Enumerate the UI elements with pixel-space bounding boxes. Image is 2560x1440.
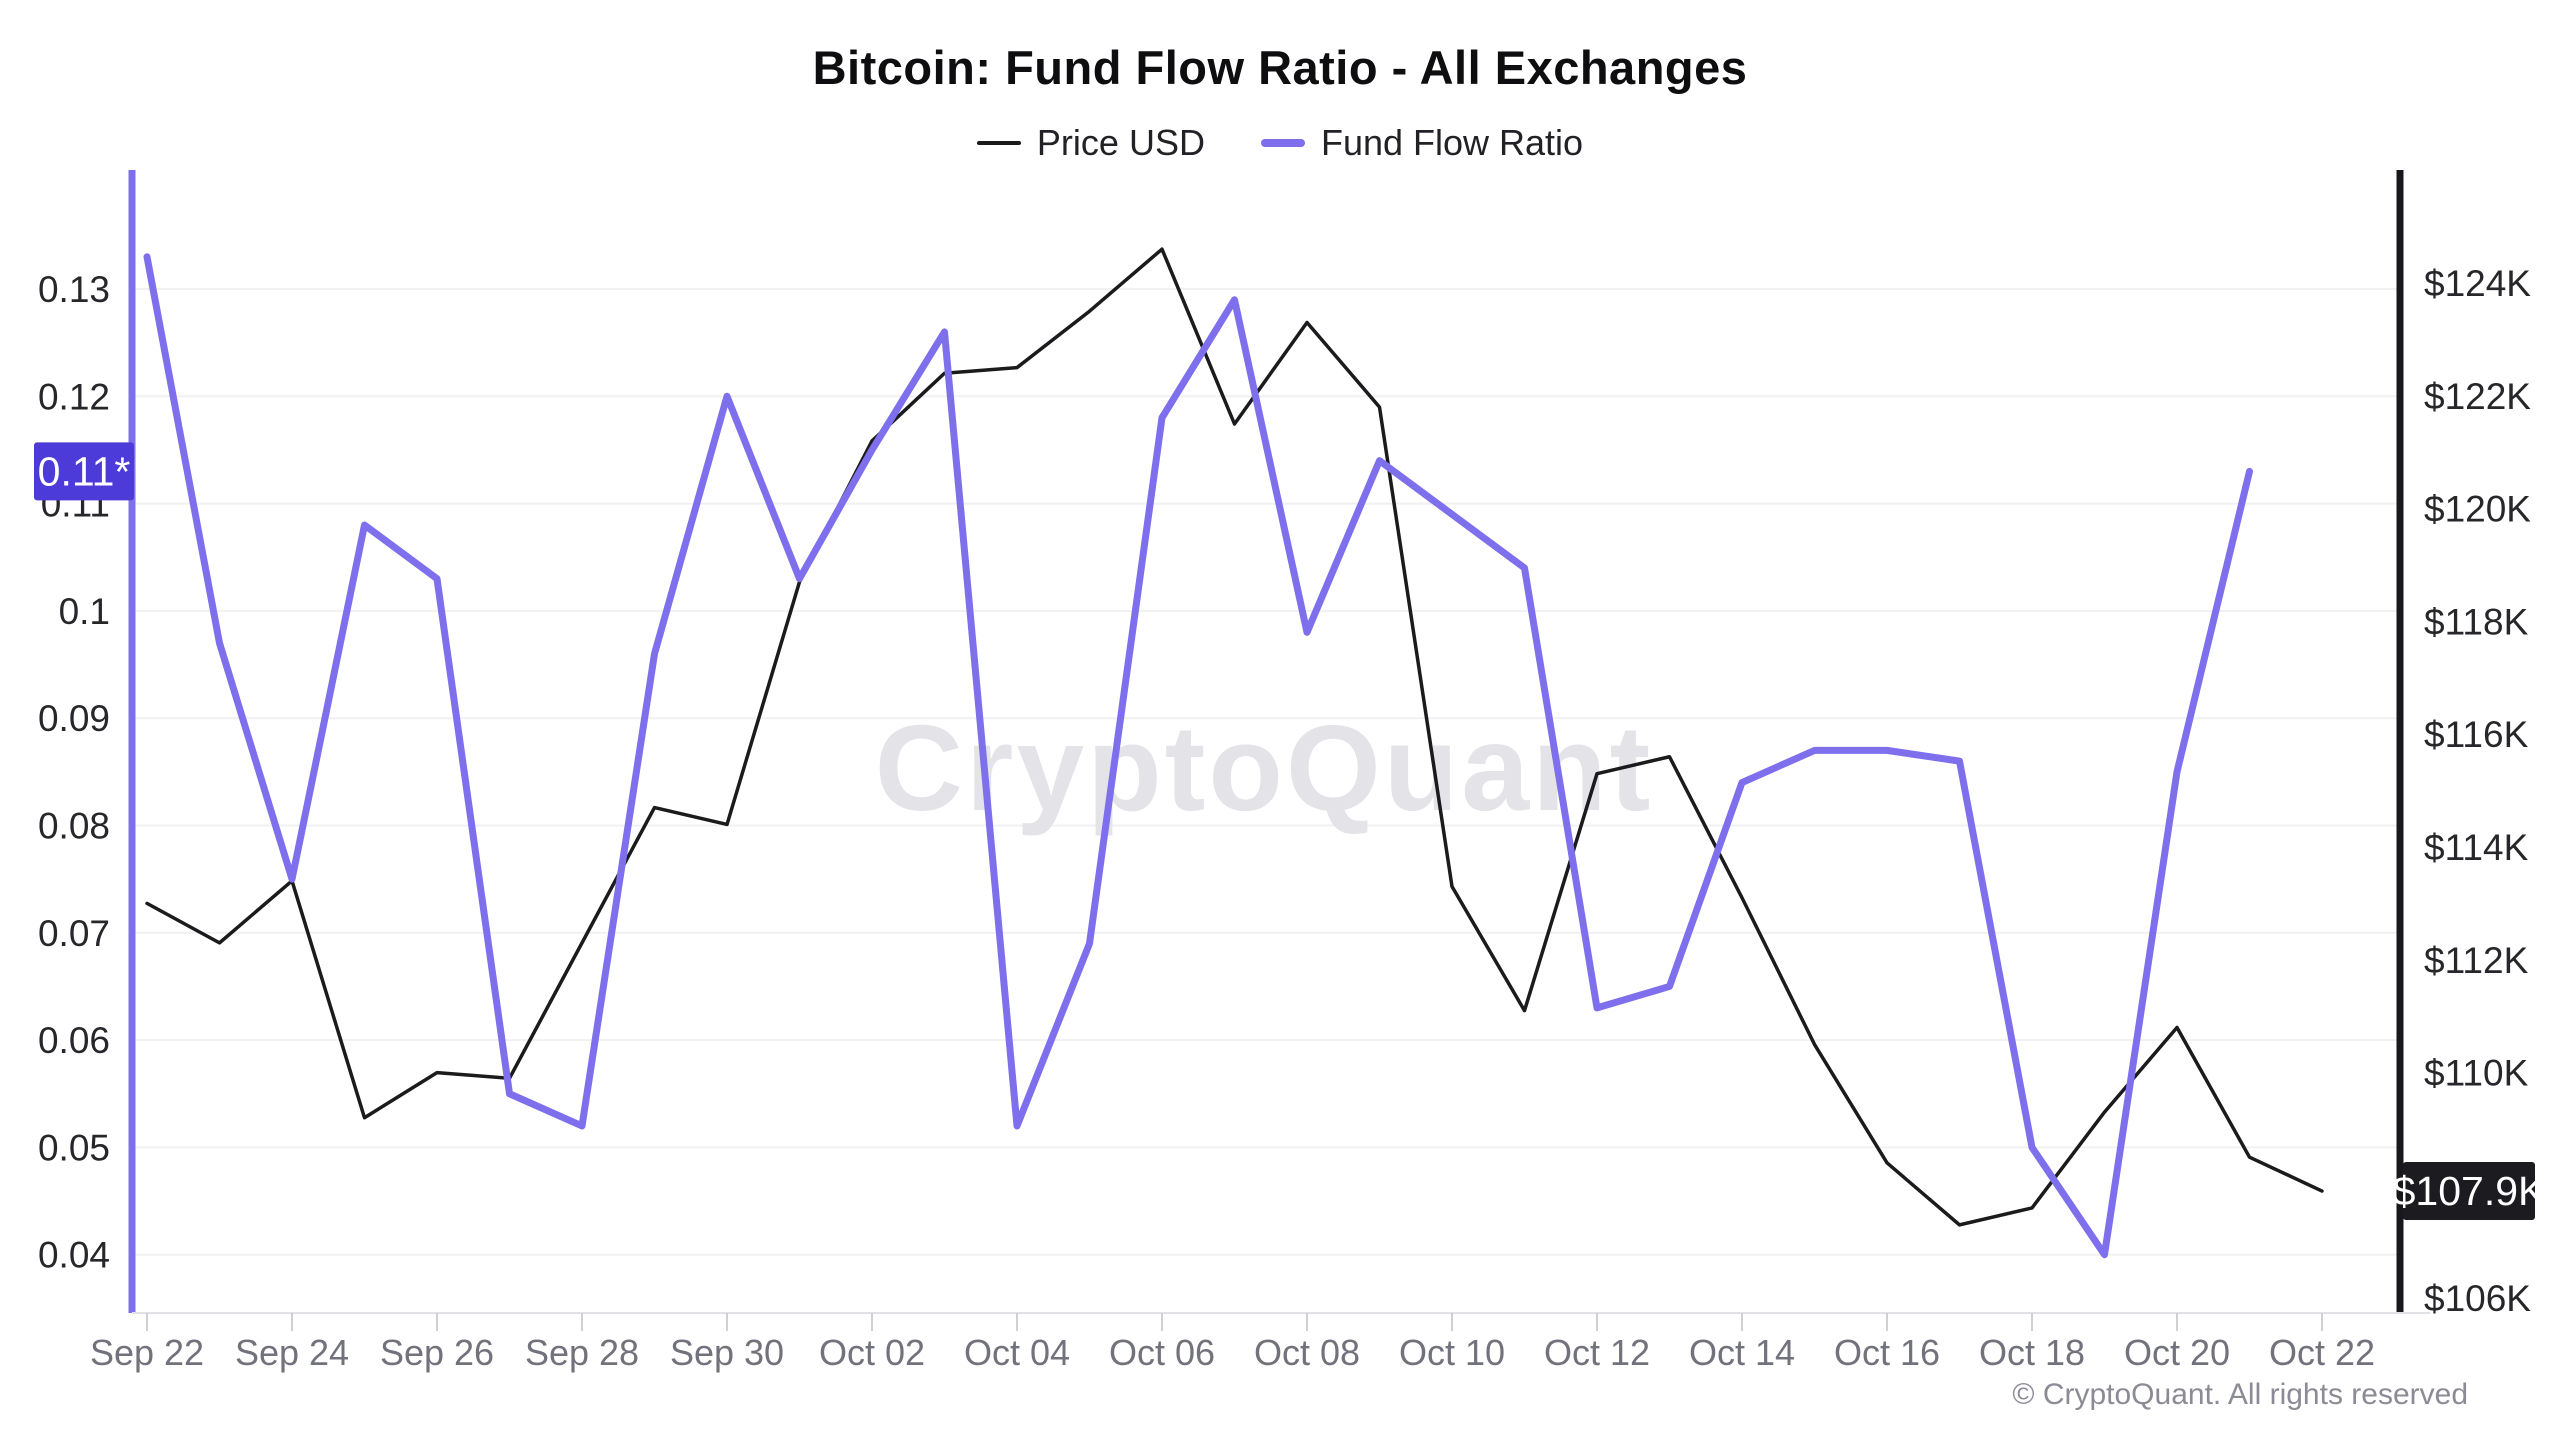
badge-layer: 0.11* $107.9K bbox=[34, 442, 2546, 1221]
x-tick-label: Oct 20 bbox=[2124, 1332, 2230, 1373]
legend-item-fund-flow-ratio[interactable]: Fund Flow Ratio bbox=[1260, 122, 1584, 164]
right-axis-tick-label: $124K bbox=[2424, 263, 2531, 304]
right-axis-tick-label: $110K bbox=[2424, 1053, 2529, 1094]
left-axis-tick-label: 0.12 bbox=[38, 376, 110, 417]
legend-label-fund-flow-ratio: Fund Flow Ratio bbox=[1320, 122, 1584, 163]
x-tick-label: Oct 10 bbox=[1399, 1332, 1505, 1373]
legend-item-price-usd[interactable]: Price USD bbox=[976, 122, 1205, 164]
axis-layer bbox=[128, 170, 2430, 1331]
grid-layer bbox=[132, 288, 2400, 1256]
right-axis-tick-label: $116K bbox=[2424, 714, 2529, 755]
ratio-line-swatch-icon bbox=[1260, 139, 1305, 147]
left-axis-tick-label: 0.13 bbox=[38, 269, 110, 310]
left-axis-tick-label: 0.07 bbox=[38, 913, 110, 954]
left-axis-tick-label: 0.06 bbox=[38, 1020, 110, 1061]
left-axis-tick-label: 0.09 bbox=[38, 698, 110, 739]
price-line-swatch-icon bbox=[976, 141, 1021, 145]
series-layer bbox=[143, 247, 2324, 1259]
latest-ratio-badge bbox=[34, 442, 134, 501]
x-tick-label: Oct 16 bbox=[1834, 1332, 1940, 1373]
latest-price-badge-label: $107.9K bbox=[2393, 1168, 2546, 1214]
x-tick-label: Oct 08 bbox=[1254, 1332, 1360, 1373]
copyright-notice: © CryptoQuant. All rights reserved bbox=[2012, 1378, 2468, 1411]
fund-flow-ratio-line[interactable] bbox=[143, 253, 2253, 1259]
left-axis-tick-label: 0.04 bbox=[38, 1235, 110, 1276]
x-tick-label: Oct 06 bbox=[1109, 1332, 1215, 1373]
latest-ratio-badge-label: 0.11* bbox=[38, 448, 131, 494]
right-axis-tick-label: $114K bbox=[2424, 827, 2529, 868]
x-tick-label: Sep 28 bbox=[525, 1332, 639, 1373]
watermark: CryptoQuant bbox=[875, 700, 1654, 836]
right-axis-tick-label: $106K bbox=[2424, 1278, 2531, 1319]
right-axis-tick-label: $120K bbox=[2424, 489, 2531, 530]
x-tick-label: Sep 24 bbox=[235, 1332, 349, 1373]
legend-label-price-usd: Price USD bbox=[1036, 122, 1205, 163]
x-tick-label: Oct 12 bbox=[1544, 1332, 1650, 1373]
x-tick-label: Oct 02 bbox=[819, 1332, 925, 1373]
x-tick-label: Sep 22 bbox=[90, 1332, 204, 1373]
x-tick-label: Sep 26 bbox=[380, 1332, 494, 1373]
x-tick-label: Oct 04 bbox=[964, 1332, 1070, 1373]
left-axis-tick-label: 0.08 bbox=[38, 806, 110, 847]
right-axis-tick-label: $122K bbox=[2424, 376, 2531, 417]
left-axis-tick-label: 0.1 bbox=[59, 591, 110, 632]
chart-legend: Price USD Fund Flow Ratio bbox=[0, 122, 2560, 164]
page-title: Bitcoin: Fund Flow Ratio - All Exchanges bbox=[812, 41, 1748, 94]
right-axis-tick-label: $118K bbox=[2424, 601, 2529, 642]
x-tick-label: Oct 22 bbox=[2269, 1332, 2375, 1373]
right-axis-tick-label: $112K bbox=[2424, 940, 2529, 981]
left-axis-tick-label: 0.05 bbox=[38, 1127, 110, 1168]
x-tick-label: Oct 14 bbox=[1689, 1332, 1795, 1373]
latest-price-badge bbox=[2403, 1162, 2535, 1221]
x-tick-label: Sep 30 bbox=[670, 1332, 784, 1373]
x-tick-label: Oct 18 bbox=[1979, 1332, 2085, 1373]
